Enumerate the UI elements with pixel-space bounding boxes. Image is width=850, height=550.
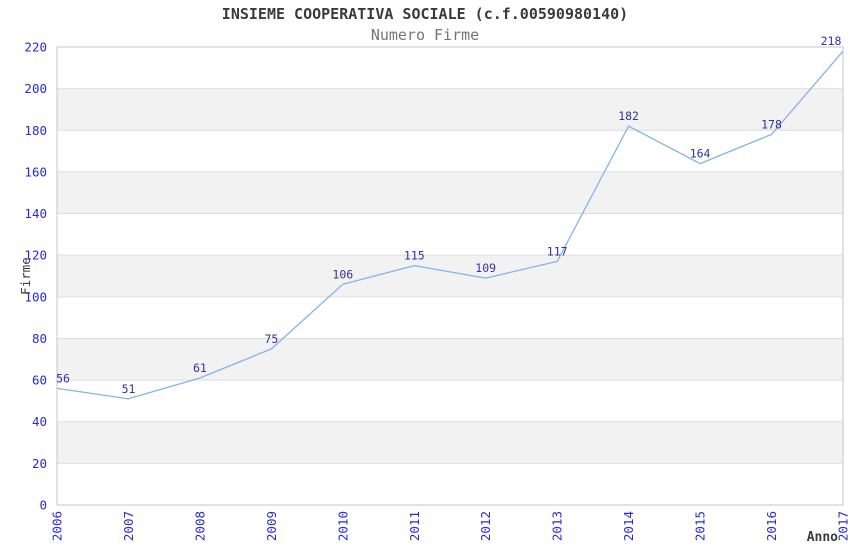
data-point-label: 51	[122, 382, 136, 396]
data-point-label: 218	[821, 34, 842, 48]
x-tick-label: 2007	[121, 511, 136, 541]
plot-band	[57, 88, 843, 131]
x-tick-label: 2014	[621, 511, 636, 541]
data-point-label: 115	[404, 249, 425, 263]
x-tick-label: 2015	[693, 511, 708, 541]
chart-title: INSIEME COOPERATIVA SOCIALE (c.f.0059098…	[221, 5, 629, 23]
x-tick-label: 2008	[192, 511, 207, 541]
data-point-label: 109	[475, 261, 496, 275]
y-tick-label: 220	[24, 40, 47, 55]
plot-band	[57, 421, 843, 464]
y-axis-title: Firme	[18, 257, 33, 295]
y-tick-label: 40	[32, 414, 47, 429]
plot-band	[57, 255, 843, 297]
x-tick-label: 2016	[764, 511, 779, 541]
y-tick-label: 180	[24, 123, 47, 138]
y-tick-label: 100	[24, 289, 47, 304]
data-point-label: 178	[761, 117, 782, 131]
x-tick-label: 2011	[407, 511, 422, 541]
y-tick-label: 120	[24, 248, 47, 263]
x-tick-label: 2017	[836, 511, 850, 541]
data-point-label: 56	[56, 371, 70, 385]
y-tick-label: 60	[32, 373, 47, 388]
data-point-label: 75	[264, 332, 278, 346]
y-tick-label: 200	[24, 81, 47, 96]
data-point-label: 182	[618, 109, 639, 123]
data-point-label: 117	[547, 244, 568, 258]
chart-subtitle: Numero Firme	[370, 26, 480, 44]
y-tick-label: 20	[32, 456, 47, 471]
x-tick-label: 2010	[335, 511, 350, 541]
x-tick-label: 2013	[550, 511, 565, 541]
y-tick-label: 80	[32, 331, 47, 346]
y-tick-label: 160	[24, 164, 47, 179]
x-axis-title: Anno	[807, 530, 838, 545]
plot-band	[57, 338, 843, 381]
data-point-label: 106	[332, 267, 353, 281]
data-line	[56, 50, 844, 400]
x-tick-label: 2012	[478, 511, 493, 541]
y-tick-label: 140	[24, 206, 47, 221]
x-tick-label: 2006	[50, 511, 65, 541]
plot-border	[56, 46, 844, 506]
y-tick-label: 0	[39, 498, 47, 513]
plot-band	[57, 171, 843, 214]
x-tick-label: 2009	[264, 511, 279, 541]
data-point-label: 61	[193, 361, 207, 375]
data-point-label: 164	[690, 147, 711, 161]
